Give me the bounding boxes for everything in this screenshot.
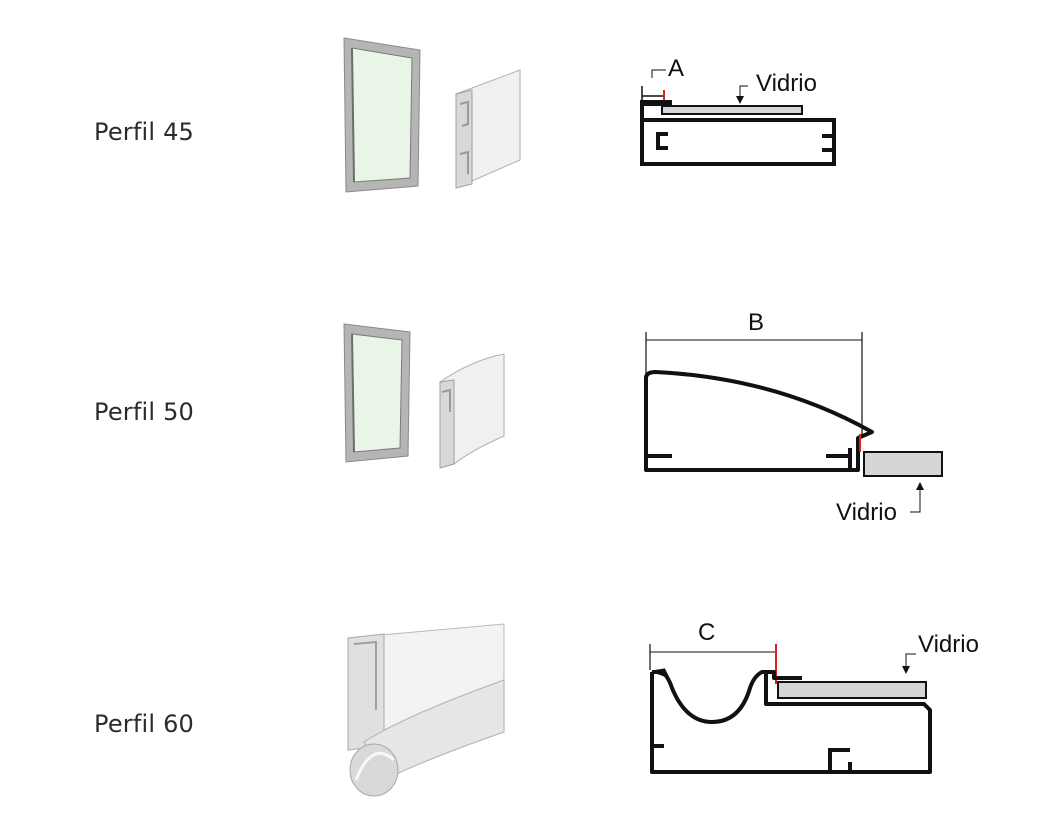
- profile-extrusion-image: [439, 353, 505, 469]
- dimension-label: A: [668, 55, 684, 82]
- glass-pane: [777, 681, 927, 699]
- profile-row-45: Perfil 45 A Vidrio: [0, 0, 1048, 260]
- profile-body: [640, 118, 836, 166]
- glass-pane: [863, 451, 943, 477]
- profile-cross-section: A Vidrio: [640, 55, 836, 166]
- profile-label: Perfil 60: [94, 710, 195, 738]
- profile-cross-section: C Vidrio: [649, 619, 979, 774]
- profile-extrusion-image: [455, 69, 521, 189]
- glass-label: Vidrio: [918, 631, 979, 658]
- profile-extrusion-image: [347, 623, 505, 797]
- profile-label: Perfil 50: [94, 398, 195, 426]
- dimension-label: C: [698, 619, 715, 646]
- profile-label: Perfil 45: [94, 118, 195, 146]
- glass-label: Vidrio: [756, 70, 817, 97]
- profile-cross-section: B Vidrio: [644, 309, 943, 526]
- dimension-label: B: [748, 309, 764, 336]
- profile-body: [650, 670, 932, 774]
- profile-row-60: Perfil 60 C Vidrio: [0, 560, 1048, 816]
- door-frame-image: [343, 323, 411, 463]
- door-frame-image: [343, 37, 421, 193]
- profile-row-50: Perfil 50 B Vidrio: [0, 270, 1048, 540]
- profile-body: [644, 370, 874, 472]
- glass-pane: [661, 105, 803, 115]
- glass-label: Vidrio: [836, 499, 897, 526]
